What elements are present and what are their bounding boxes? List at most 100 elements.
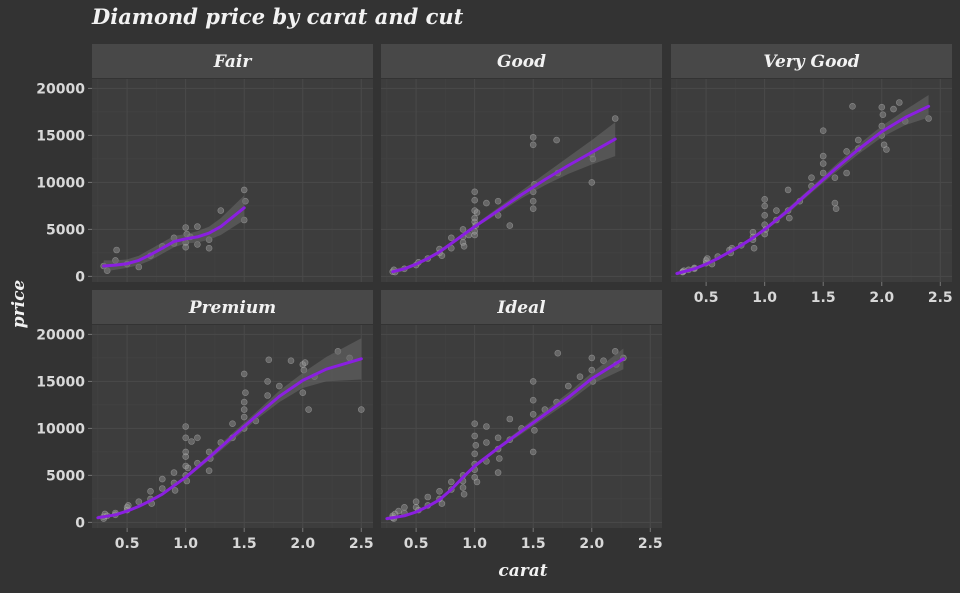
data-point bbox=[529, 134, 537, 141]
data-point bbox=[483, 423, 490, 430]
data-point bbox=[529, 197, 537, 205]
data-point bbox=[264, 378, 271, 385]
strip-very-good bbox=[671, 44, 952, 78]
data-point bbox=[879, 111, 887, 118]
data-point bbox=[159, 485, 166, 492]
data-point bbox=[287, 357, 295, 365]
x-tick-label: 2.0 bbox=[579, 536, 604, 552]
x-tick-label: 0.5 bbox=[115, 536, 140, 552]
smooth-line bbox=[102, 206, 246, 268]
data-point bbox=[506, 415, 514, 423]
data-point bbox=[275, 382, 283, 390]
data-point bbox=[412, 498, 420, 506]
y-tick-label: 20000 bbox=[36, 327, 85, 343]
data-point bbox=[506, 222, 514, 229]
x-tick-label: 1.5 bbox=[232, 536, 257, 552]
data-point bbox=[529, 378, 537, 385]
data-point bbox=[819, 152, 827, 160]
strip-good bbox=[381, 44, 662, 78]
data-point bbox=[459, 484, 467, 491]
x-tick-label: 1.5 bbox=[811, 290, 836, 306]
data-point bbox=[531, 426, 538, 434]
data-point bbox=[529, 205, 537, 212]
x-tick-label: 1.0 bbox=[462, 536, 487, 552]
data-point bbox=[588, 354, 596, 362]
x-tick-label: 2.5 bbox=[349, 536, 374, 552]
data-point bbox=[460, 490, 468, 498]
panel-background bbox=[92, 79, 373, 282]
data-point bbox=[473, 478, 481, 486]
data-point bbox=[170, 469, 178, 476]
panel-fair: Fair bbox=[92, 44, 373, 282]
data-point bbox=[182, 434, 189, 442]
data-point bbox=[773, 207, 780, 214]
x-tick-label: 1.0 bbox=[173, 536, 198, 552]
y-tick-label: 20000 bbox=[36, 81, 85, 97]
data-point bbox=[459, 239, 467, 246]
data-point bbox=[895, 99, 903, 106]
data-point bbox=[395, 507, 402, 515]
y-tick-label: 15000 bbox=[36, 374, 85, 390]
y-tick-label: 0 bbox=[75, 269, 85, 285]
smooth-line bbox=[675, 104, 931, 275]
data-point bbox=[703, 255, 711, 262]
data-point bbox=[529, 448, 537, 456]
data-point bbox=[890, 105, 897, 113]
chart-title: Diamond price by carat and cut bbox=[91, 4, 464, 29]
data-point bbox=[438, 500, 446, 507]
data-point bbox=[785, 214, 793, 222]
data-point bbox=[832, 205, 840, 212]
x-tick-label: 0.5 bbox=[404, 536, 429, 552]
x-tick-label: 2.5 bbox=[928, 290, 953, 306]
data-point bbox=[494, 197, 502, 205]
smooth-line bbox=[96, 357, 363, 520]
data-point bbox=[240, 406, 248, 413]
x-axis-title: carat bbox=[498, 561, 547, 581]
y-tick-label: 0 bbox=[75, 515, 85, 531]
data-point bbox=[217, 207, 225, 214]
data-point bbox=[529, 410, 537, 418]
data-point bbox=[471, 188, 479, 196]
data-point bbox=[460, 243, 468, 250]
y-tick-label: 10000 bbox=[36, 175, 85, 191]
data-point bbox=[495, 455, 503, 462]
x-axes: 0.5 1.0 1.5 2.0 2.5 0.5 1.0 1.5 2.0 2.5 0.5 1.0 1.5 2… bbox=[115, 282, 953, 552]
data-point bbox=[808, 174, 815, 181]
strip-label-very-good: Very Good bbox=[763, 52, 859, 72]
data-point bbox=[240, 186, 248, 194]
data-point bbox=[471, 432, 479, 440]
data-point bbox=[113, 246, 120, 254]
panel-background bbox=[381, 79, 662, 282]
data-point bbox=[182, 224, 189, 231]
data-point bbox=[471, 196, 479, 204]
data-point bbox=[242, 389, 249, 397]
data-point bbox=[761, 196, 769, 203]
data-point bbox=[473, 209, 481, 216]
strip-ideal bbox=[381, 290, 662, 324]
data-point bbox=[831, 174, 839, 181]
confidence-band bbox=[97, 338, 362, 520]
data-point bbox=[784, 186, 792, 194]
x-tick-label: 1.5 bbox=[521, 536, 546, 552]
data-point bbox=[147, 487, 154, 495]
data-point bbox=[184, 464, 192, 472]
data-point bbox=[299, 389, 307, 397]
y-tick-label: 10000 bbox=[36, 421, 85, 437]
panel-good: Good bbox=[381, 44, 662, 282]
data-point bbox=[301, 359, 309, 366]
strip-label-ideal: Ideal bbox=[496, 298, 546, 318]
data-point bbox=[483, 439, 490, 446]
data-point bbox=[194, 434, 201, 442]
data-point bbox=[854, 136, 862, 144]
data-point bbox=[240, 398, 248, 406]
data-point bbox=[611, 347, 619, 355]
data-point bbox=[843, 148, 850, 155]
confidence-band bbox=[676, 95, 929, 276]
data-point bbox=[125, 502, 132, 509]
data-point bbox=[554, 349, 562, 357]
data-point bbox=[471, 420, 479, 428]
data-point bbox=[750, 244, 758, 252]
data-point bbox=[471, 450, 479, 458]
data-point bbox=[471, 231, 479, 239]
